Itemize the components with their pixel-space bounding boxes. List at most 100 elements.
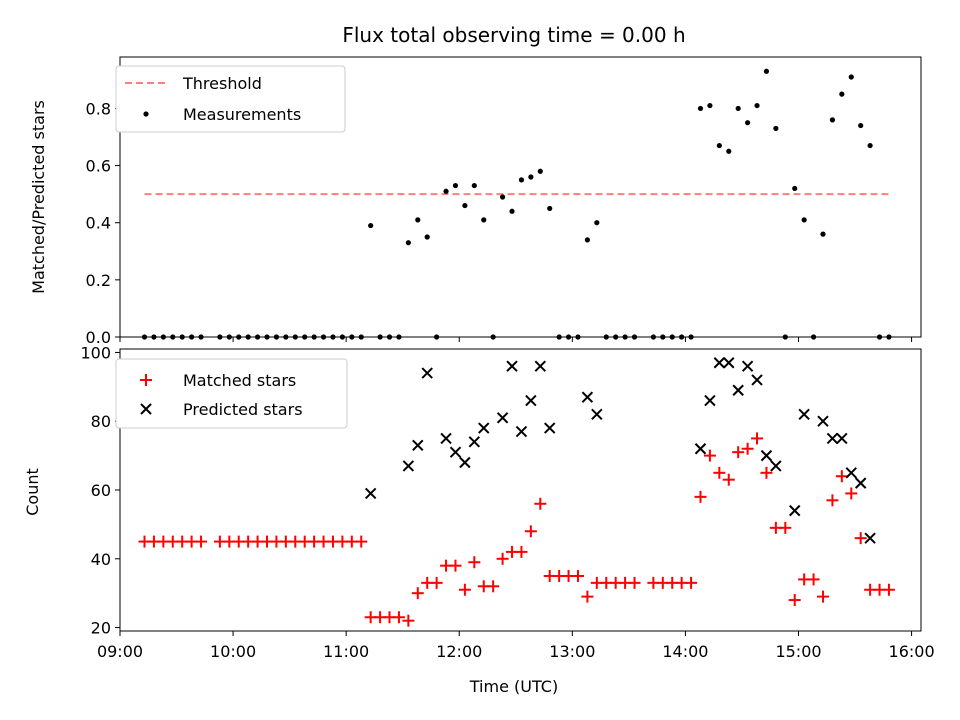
matched-stars-point	[816, 590, 829, 603]
predicted-stars-point	[789, 504, 801, 517]
predicted-stars-point	[364, 487, 377, 500]
matched-stars-point	[835, 470, 848, 483]
legend-matched-label: Matched stars	[183, 371, 296, 390]
measurement-point	[763, 68, 770, 74]
predicted-stars-point	[515, 425, 528, 438]
predicted-stars-point	[732, 384, 744, 396]
measurement-point	[424, 234, 430, 240]
measurement-point	[792, 185, 798, 192]
matched-stars-point	[845, 487, 858, 500]
matched-stars-point	[430, 576, 443, 589]
matched-stars-point	[411, 587, 424, 600]
predicted-stars-point	[694, 443, 707, 455]
matched-stars-point	[788, 594, 801, 607]
measurement-point	[820, 231, 826, 237]
measurement-point	[471, 182, 477, 189]
bottom-plot-area	[138, 357, 895, 627]
predicted-stars-point	[864, 532, 876, 544]
top-plot-area	[141, 68, 892, 340]
matched-stars-point	[854, 532, 867, 545]
matched-stars-point	[458, 583, 471, 596]
predicted-stars-point	[449, 446, 462, 458]
measurement-point	[745, 120, 751, 126]
bottom-y-tick-label: 40	[91, 550, 111, 569]
top-y-tick-label: 0.4	[86, 214, 111, 233]
predicted-stars-point	[496, 412, 509, 424]
predicted-stars-point	[704, 394, 716, 407]
matched-stars-point	[496, 552, 509, 565]
top-y-tick-label: 0.8	[86, 99, 111, 118]
x-tick-label: 12:00	[436, 642, 482, 661]
top-y-tick-label: 0.0	[86, 328, 111, 347]
matched-stars-point	[779, 521, 792, 534]
matched-stars-point	[581, 590, 594, 603]
measurement-point	[735, 105, 741, 112]
legend-matched-swatch	[140, 374, 152, 386]
matched-stars-point	[732, 446, 745, 459]
predicted-stars-point	[525, 394, 537, 407]
measurement-point	[537, 168, 543, 174]
measurement-point	[547, 205, 553, 212]
predicted-stars-point	[478, 422, 490, 434]
predicted-stars-point	[826, 432, 839, 445]
legend-threshold-label: Threshold	[182, 74, 262, 93]
matched-stars-point	[694, 490, 707, 503]
measurement-point	[509, 208, 515, 214]
predicted-stars-point	[760, 449, 773, 462]
measurement-point	[697, 105, 704, 112]
bottom-legend: Matched stars Predicted stars	[115, 358, 348, 429]
measurement-point	[726, 148, 732, 154]
x-tick-label: 09:00	[97, 642, 143, 661]
measurement-point	[452, 182, 459, 189]
predicted-stars-point	[713, 357, 726, 369]
measurement-point	[499, 194, 506, 200]
measurement-point	[867, 142, 873, 149]
matched-stars-point	[722, 473, 735, 486]
top-y-ticks: 0.0 0.2 0.4 0.6 0.8	[86, 99, 120, 347]
matched-stars-point	[449, 559, 462, 572]
matched-stars-point	[713, 466, 726, 479]
measurement-point	[462, 202, 468, 209]
top-panel: Flux total observing time = 0.00 h 0.00.…	[29, 23, 922, 347]
top-y-tick-label: 0.2	[86, 271, 111, 290]
predicted-stars-point	[817, 415, 829, 427]
bottom-legend-box	[115, 358, 348, 429]
predicted-stars-point	[544, 422, 556, 434]
predicted-stars-point	[581, 391, 594, 403]
predicted-stars-point	[440, 432, 452, 445]
top-legend-box	[115, 65, 346, 133]
measurement-point	[368, 222, 374, 229]
x-tick-label: 10:00	[210, 642, 256, 661]
matched-stars-point	[515, 545, 528, 558]
predicted-stars-point	[751, 374, 763, 386]
measurement-point	[528, 174, 534, 180]
predicted-stars-point	[854, 477, 867, 489]
top-axes-frame	[119, 56, 922, 338]
matched-stars-point	[628, 576, 641, 589]
bottom-y-tick-label: 20	[91, 619, 111, 638]
matched-stars-point	[468, 556, 481, 569]
predicted-stars-point	[770, 460, 782, 472]
measurement-point	[858, 122, 864, 129]
legend-measurements-swatch	[143, 111, 149, 117]
measurement-point	[594, 220, 600, 226]
legend-measurements-label: Measurements	[183, 105, 301, 124]
predicted-stars-point	[468, 436, 481, 448]
matched-stars-point	[751, 432, 764, 445]
predicted-stars-point	[798, 408, 810, 421]
x-tick-label: 16:00	[889, 642, 935, 661]
predicted-stars-point	[412, 439, 424, 451]
measurement-point	[773, 125, 779, 132]
bottom-x-ticks: 09:00 10:00 11:00 12:00 13:00 14:00 15:00 16:00	[97, 631, 935, 661]
x-tick-label: 14:00	[662, 642, 708, 661]
measurement-point	[829, 117, 836, 123]
x-tick-label: 11:00	[323, 642, 369, 661]
matched-stars-point	[826, 494, 839, 507]
measurement-point	[481, 217, 487, 223]
x-tick-label: 13:00	[549, 642, 595, 661]
predicted-stars-point	[421, 367, 433, 379]
predicted-stars-point	[741, 360, 754, 372]
bottom-panel: 09:00 10:00 11:00 12:00 13:00 14:00 15:00 16:00…	[23, 343, 935, 696]
predicted-stars-point	[402, 460, 415, 472]
matched-stars-point	[807, 573, 820, 586]
